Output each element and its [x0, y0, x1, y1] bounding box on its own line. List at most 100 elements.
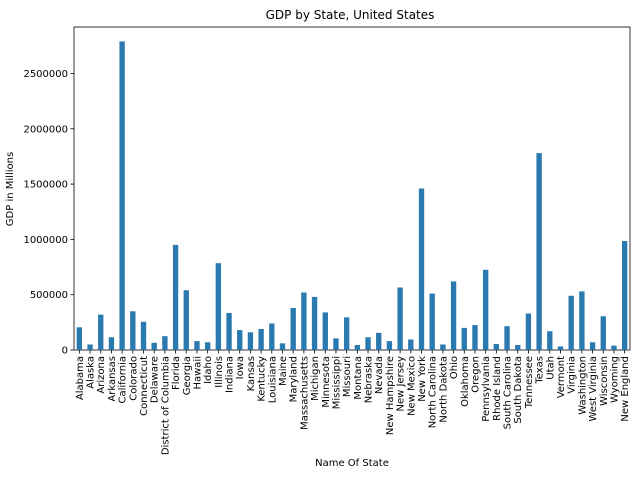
x-tick-label: Iowa — [235, 356, 246, 379]
bar — [493, 343, 500, 350]
x-tick-label: Utah — [545, 356, 556, 380]
x-tick-label: North Dakota — [438, 356, 449, 423]
x-tick-label: Wyoming — [609, 356, 620, 403]
x-tick-label: Arkansas — [107, 356, 118, 402]
bar — [226, 312, 232, 350]
x-tick-label: Rhode Island — [492, 356, 503, 421]
x-tick-label: Georgia — [182, 356, 193, 395]
bar — [162, 336, 168, 350]
x-tick-label: Vermont — [556, 356, 567, 398]
x-tick-label: Alaska — [86, 356, 97, 389]
chart-title: GDP by State, United States — [266, 8, 435, 22]
x-tick-label: Kansas — [246, 356, 257, 391]
bar — [98, 314, 104, 350]
x-tick-label: Nevada — [374, 356, 385, 394]
x-tick-label: Pennsylvania — [481, 356, 492, 422]
bar — [333, 338, 339, 350]
bar — [515, 345, 521, 350]
bar — [450, 281, 457, 350]
x-tick-label: Idaho — [203, 356, 214, 384]
x-tick-label: Massachusetts — [299, 356, 310, 430]
bar — [386, 341, 393, 350]
y-tick-label: 1500000 — [23, 180, 68, 191]
x-tick-label: Washington — [577, 356, 588, 415]
x-tick-label: Connecticut — [139, 356, 150, 416]
x-tick-label: Maryland — [289, 356, 300, 402]
bar — [589, 342, 596, 350]
x-tick-label: Arizona — [96, 356, 107, 394]
bar — [119, 41, 125, 350]
bar — [130, 311, 136, 350]
x-tick-label: New Hampshire — [385, 356, 396, 435]
x-tick-label: Hawaii — [192, 356, 203, 390]
y-tick-label: 2000000 — [23, 124, 68, 135]
x-tick-label: New Jersey — [396, 356, 407, 412]
bar — [204, 342, 211, 350]
x-tick-label: New England — [620, 356, 631, 422]
bar — [140, 321, 147, 350]
bar — [536, 153, 542, 350]
x-tick-label: Ohio — [449, 356, 460, 379]
x-tick-label: Indiana — [225, 356, 236, 393]
bar — [108, 337, 115, 350]
x-tick-label: New Mexico — [406, 356, 417, 416]
bar — [151, 342, 157, 350]
x-tick-label: Missouri — [342, 356, 353, 397]
x-axis: Alabama Alaska Arizona Arkansas California Co… — [75, 350, 631, 455]
bar — [557, 346, 564, 350]
y-tick-label: 2500000 — [23, 69, 68, 80]
bar — [482, 269, 489, 350]
y-tick-label: 0 — [62, 346, 68, 357]
x-tick-label: Kentucky — [257, 356, 268, 402]
y-axis: 0 500000 1000000 1500000 2000000 2500000 — [23, 69, 74, 357]
x-tick-label: Virginia — [567, 356, 578, 394]
bar — [579, 291, 585, 350]
bar — [269, 323, 275, 350]
x-axis-label: Name Of State — [315, 458, 389, 469]
bar — [440, 344, 446, 350]
bar — [354, 345, 361, 350]
bar — [172, 244, 179, 350]
bar — [568, 295, 574, 350]
y-axis-label: GDP in Millions — [5, 152, 16, 226]
bar — [76, 327, 83, 350]
bar — [258, 328, 264, 350]
x-tick-label: North Carolina — [428, 356, 439, 428]
bar — [365, 337, 371, 350]
x-tick-label: Wisconsin — [599, 356, 610, 406]
bar — [547, 331, 553, 350]
bar — [215, 263, 222, 350]
bar — [290, 307, 296, 350]
bar — [237, 330, 243, 350]
x-tick-label: Montana — [353, 356, 364, 400]
x-tick-label: Michigan — [310, 356, 321, 401]
bar — [408, 339, 414, 350]
plot-frame — [73, 26, 631, 351]
bar — [247, 332, 254, 350]
x-tick-label: Tennessee — [524, 356, 535, 409]
plot-area — [73, 26, 631, 351]
x-tick-label: Illinois — [214, 356, 225, 388]
bar — [301, 292, 307, 350]
bar — [504, 326, 510, 350]
x-tick-label: Maine — [278, 356, 289, 386]
bar — [279, 343, 286, 350]
x-tick-label: Alabama — [75, 356, 86, 400]
x-tick-label: West Virginia — [588, 356, 599, 421]
x-tick-label: Oklahoma — [460, 356, 471, 407]
x-tick-label: South Dakota — [513, 356, 524, 424]
y-tick-label: 500000 — [30, 290, 68, 301]
x-tick-label: Nebraska — [364, 356, 375, 403]
x-tick-label: Texas — [535, 356, 546, 385]
bar — [183, 290, 189, 350]
x-tick-label: Oregon — [470, 356, 481, 393]
bar — [87, 344, 93, 350]
y-tick-label: 1000000 — [23, 235, 68, 246]
x-tick-label: New York — [417, 356, 428, 402]
bar — [621, 241, 628, 350]
bar — [472, 325, 478, 350]
bar — [461, 327, 467, 350]
bar — [397, 287, 403, 350]
